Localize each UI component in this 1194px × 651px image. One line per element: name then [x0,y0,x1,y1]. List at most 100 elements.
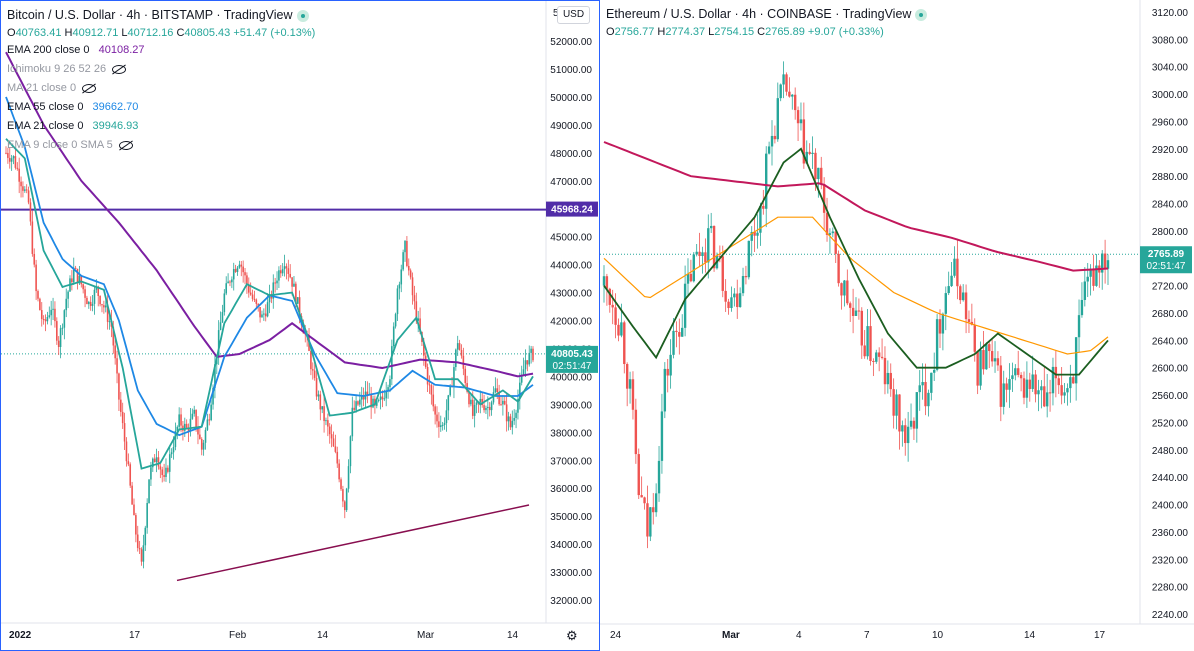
eth-chart-svg[interactable]: 3120.00 3080.00 3040.00 3000.00 2960.00 2920.… [600,0,1194,651]
candle-body [956,258,959,287]
y-tick-label: 49000.00 [550,121,592,132]
candle-body [959,286,962,301]
hidden-eye-icon[interactable] [82,83,97,93]
candle-body [20,181,22,187]
candle-body [180,414,182,426]
hidden-eye-icon[interactable] [118,140,133,150]
candle-body [223,293,226,313]
indicator-row[interactable]: EMA 55 close 0 39662.70 [7,98,315,117]
candle-body [279,270,282,274]
candle-body [39,298,41,311]
candle-body [628,379,632,389]
candle-body [701,252,704,256]
candle-body [1008,379,1011,390]
indicator-row[interactable]: EMA 21 close 0 39946.93 [7,117,315,136]
candle-body [25,189,28,191]
candle-body [846,280,849,304]
currency-button[interactable]: USD [557,6,590,24]
y-tick-label: 33000.00 [550,568,592,579]
candle-body [249,292,252,295]
indicator-value: 39662.70 [89,101,139,113]
candle-body [1063,392,1066,396]
indicator-label: MA 21 close 0 [7,82,77,94]
x-tick-label: 17 [129,630,141,641]
candle-body [210,404,212,421]
ohlc-key: O [606,26,615,38]
ohlc-key: H [64,27,73,39]
eth-chart-pane[interactable]: 3120.00 3080.00 3040.00 3000.00 2960.00 2920.… [600,0,1194,651]
candle-body [785,74,788,92]
candle-body [138,547,141,550]
y-tick-label: 2720.00 [1152,282,1189,293]
candle-body [153,458,156,463]
btc-chart-svg[interactable]: 52000.00 51000.00 50000.00 49000.00 48000.00… [1,1,599,650]
btc-chart-pane[interactable]: 52000.00 51000.00 50000.00 49000.00 48000.00… [0,0,600,651]
candle-body [1080,299,1084,316]
candle-body [750,231,753,241]
indicator-row[interactable]: EMA 200 close 0 40108.27 [7,41,315,60]
candle-body [283,266,286,270]
candle-body [447,395,450,411]
candle-body [1028,379,1031,389]
hidden-eye-icon[interactable] [112,64,127,74]
y-tick-label: 35000.00 [550,512,592,523]
candle-body [229,281,231,283]
candle-body [605,276,609,289]
candle-body [503,400,506,405]
x-tick-label: 14 [317,630,329,641]
candle-body [678,332,681,337]
indicator-label: Ichimoku 9 26 52 26 [7,63,107,75]
indicator-row[interactable]: EMA 9 close 0 SMA 5 [7,136,315,155]
candle-body [453,367,455,387]
gear-icon[interactable]: ⚙ [566,628,578,643]
y-tick-label: 50000.00 [550,93,592,104]
candle-body [1054,366,1058,379]
candle-body [1043,386,1046,407]
candle-body [93,289,96,304]
x-tick-label: 4 [796,630,802,641]
candle-body [526,360,529,365]
candle-body [692,254,695,282]
candle-body [522,369,525,375]
candle-body [487,406,489,408]
y-tick-label: 2520.00 [1152,418,1189,429]
candle-body [436,414,438,422]
candle-body [805,151,808,164]
candle-body [762,205,765,209]
candle-body [409,270,412,278]
candle-body [909,420,913,427]
candle-body [383,398,386,400]
candle-body [343,501,346,511]
candle-body [698,251,701,256]
candle-body [709,225,713,229]
candle-body [103,305,105,308]
candle-body [631,379,635,410]
candle-body [150,467,152,480]
candle-body [80,275,83,285]
candle-body [1060,385,1063,396]
candle-body [1083,281,1087,300]
candle-body [741,276,745,294]
candle-body [1086,276,1089,282]
candle-body [1017,368,1020,375]
eth-title-row: Ethereum / U.S. Dollar · 4h · COINBASE ·… [606,5,928,24]
candle-body [221,312,224,323]
candle-body [33,253,36,265]
candle-body [351,407,354,437]
candle-body [387,387,389,392]
y-tick-label: 3040.00 [1152,63,1189,74]
candle-body [264,313,267,317]
candle-body [212,387,214,405]
eth-legend: Ethereum / U.S. Dollar · 4h · COINBASE ·… [606,5,928,40]
indicator-row[interactable]: Ichimoku 9 26 52 26 [7,60,315,79]
candle-body [1014,368,1017,376]
candle-body [1077,315,1081,338]
candle-body [1106,260,1110,269]
candle-body [869,326,872,362]
candle-body [513,417,515,421]
indicator-value: 39946.93 [89,120,139,132]
indicator-row[interactable]: MA 21 close 0 [7,79,315,98]
candle-body [426,367,429,385]
candle-body [232,269,235,280]
candle-body [438,421,440,427]
